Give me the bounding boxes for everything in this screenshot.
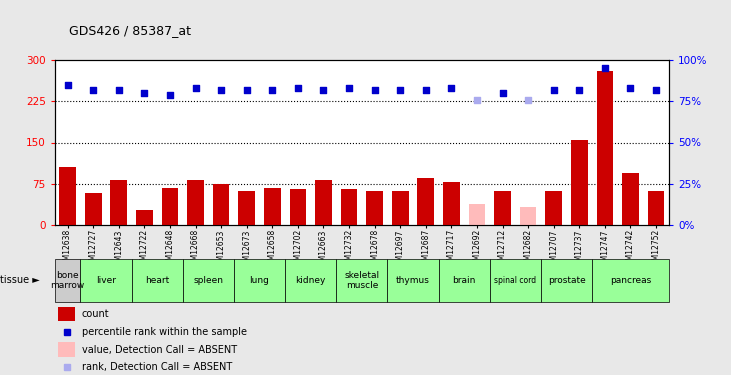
Text: prostate: prostate — [548, 276, 586, 285]
Bar — [545, 191, 562, 225]
Text: thymus: thymus — [396, 276, 430, 285]
Text: spinal cord: spinal cord — [494, 276, 537, 285]
Bar — [58, 342, 75, 357]
Point — [624, 85, 636, 91]
Text: lung: lung — [249, 276, 270, 285]
Bar — [285, 259, 336, 302]
Point — [522, 97, 534, 103]
Point — [368, 87, 380, 93]
Text: kidney: kidney — [295, 276, 326, 285]
Bar — [55, 259, 80, 302]
Bar — [238, 191, 255, 225]
Point — [113, 87, 124, 93]
Bar — [289, 189, 306, 225]
Point — [420, 87, 431, 93]
Bar — [336, 259, 387, 302]
Bar — [80, 259, 132, 302]
Point — [292, 85, 303, 91]
Bar — [541, 259, 592, 302]
Text: skeletal
muscle: skeletal muscle — [344, 271, 379, 290]
Bar — [315, 180, 332, 225]
Point — [599, 65, 610, 71]
Bar — [439, 259, 490, 302]
Point — [471, 97, 482, 103]
Bar — [187, 180, 204, 225]
Text: rank, Detection Call = ABSENT: rank, Detection Call = ABSENT — [82, 362, 232, 372]
Point — [445, 85, 457, 91]
Point — [215, 87, 227, 93]
Text: bone
marrow: bone marrow — [50, 271, 85, 290]
Text: pancreas: pancreas — [610, 276, 651, 285]
Bar — [110, 180, 127, 225]
Text: brain: brain — [452, 276, 476, 285]
Point — [650, 87, 662, 93]
Bar — [136, 210, 153, 225]
Text: value, Detection Call = ABSENT: value, Detection Call = ABSENT — [82, 345, 237, 355]
Bar — [494, 191, 511, 225]
Bar — [571, 140, 588, 225]
Point — [61, 82, 73, 88]
Bar — [234, 259, 285, 302]
Point — [343, 85, 355, 91]
Bar — [469, 204, 485, 225]
Point — [573, 87, 585, 93]
Text: spleen: spleen — [193, 276, 224, 285]
Bar — [417, 178, 434, 225]
Point — [189, 85, 201, 91]
Bar — [264, 188, 281, 225]
Text: liver: liver — [96, 276, 116, 285]
Bar — [183, 259, 234, 302]
Bar — [622, 173, 639, 225]
Point — [317, 87, 329, 93]
Point — [394, 87, 406, 93]
Bar — [392, 191, 409, 225]
Point — [548, 87, 559, 93]
Bar — [59, 167, 76, 225]
Point — [240, 87, 252, 93]
Bar — [213, 184, 230, 225]
Point — [87, 87, 99, 93]
Bar — [58, 307, 75, 321]
Point — [138, 90, 150, 96]
Bar — [596, 71, 613, 225]
Bar — [648, 191, 664, 225]
Point — [496, 90, 508, 96]
Text: percentile rank within the sample: percentile rank within the sample — [82, 327, 247, 337]
Bar — [366, 191, 383, 225]
Bar — [443, 182, 460, 225]
Bar — [387, 259, 439, 302]
Bar — [162, 188, 178, 225]
Text: count: count — [82, 309, 110, 319]
Text: GDS426 / 85387_at: GDS426 / 85387_at — [69, 24, 192, 38]
Bar — [132, 259, 183, 302]
Text: tissue ►: tissue ► — [0, 275, 39, 285]
Bar — [85, 193, 102, 225]
Point — [164, 92, 175, 98]
Bar — [490, 259, 541, 302]
Point — [266, 87, 278, 93]
Bar — [520, 207, 537, 225]
Bar — [592, 259, 669, 302]
Bar — [341, 189, 357, 225]
Text: heart: heart — [145, 276, 170, 285]
